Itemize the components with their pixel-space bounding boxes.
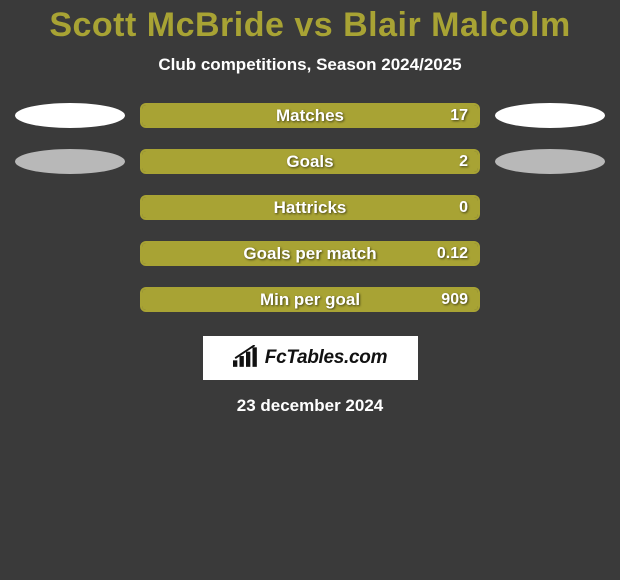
stat-label: Matches — [142, 106, 478, 126]
right-ellipse-slot — [490, 149, 610, 174]
stat-label: Hattricks — [142, 198, 478, 218]
stat-row: Hattricks0 — [0, 195, 620, 220]
left-ellipse-slot — [10, 149, 130, 174]
stat-value: 0 — [459, 199, 468, 217]
stat-value: 2 — [459, 153, 468, 171]
player-right-marker — [495, 103, 605, 128]
stat-bar: Matches17 — [140, 103, 480, 128]
stat-label: Min per goal — [142, 290, 478, 310]
subtitle: Club competitions, Season 2024/2025 — [0, 55, 620, 75]
stat-value: 909 — [441, 291, 468, 309]
stat-row: Min per goal909 — [0, 287, 620, 312]
stat-label: Goals — [142, 152, 478, 172]
stat-bar: Goals per match0.12 — [140, 241, 480, 266]
player-left-marker — [15, 149, 125, 174]
comparison-card: Scott McBride vs Blair Malcolm Club comp… — [0, 0, 620, 416]
stat-bar: Goals2 — [140, 149, 480, 174]
right-ellipse-slot — [490, 103, 610, 128]
stat-row: Matches17 — [0, 103, 620, 128]
chart-icon — [233, 345, 259, 372]
player-left-marker — [15, 103, 125, 128]
page-title: Scott McBride vs Blair Malcolm — [0, 6, 620, 45]
stats-rows: Matches17 Goals2 Hattricks0 Goals per match… — [0, 103, 620, 312]
logo-box: FcTables.com — [203, 336, 418, 380]
player-right-marker — [495, 149, 605, 174]
left-ellipse-slot — [10, 103, 130, 128]
stat-label: Goals per match — [142, 244, 478, 264]
stat-bar: Min per goal909 — [140, 287, 480, 312]
stat-value: 0.12 — [437, 245, 468, 263]
logo-text: FcTables.com — [265, 347, 387, 369]
stat-row: Goals per match0.12 — [0, 241, 620, 266]
stat-bar: Hattricks0 — [140, 195, 480, 220]
stat-row: Goals2 — [0, 149, 620, 174]
stat-value: 17 — [450, 107, 468, 125]
date-text: 23 december 2024 — [0, 396, 620, 416]
